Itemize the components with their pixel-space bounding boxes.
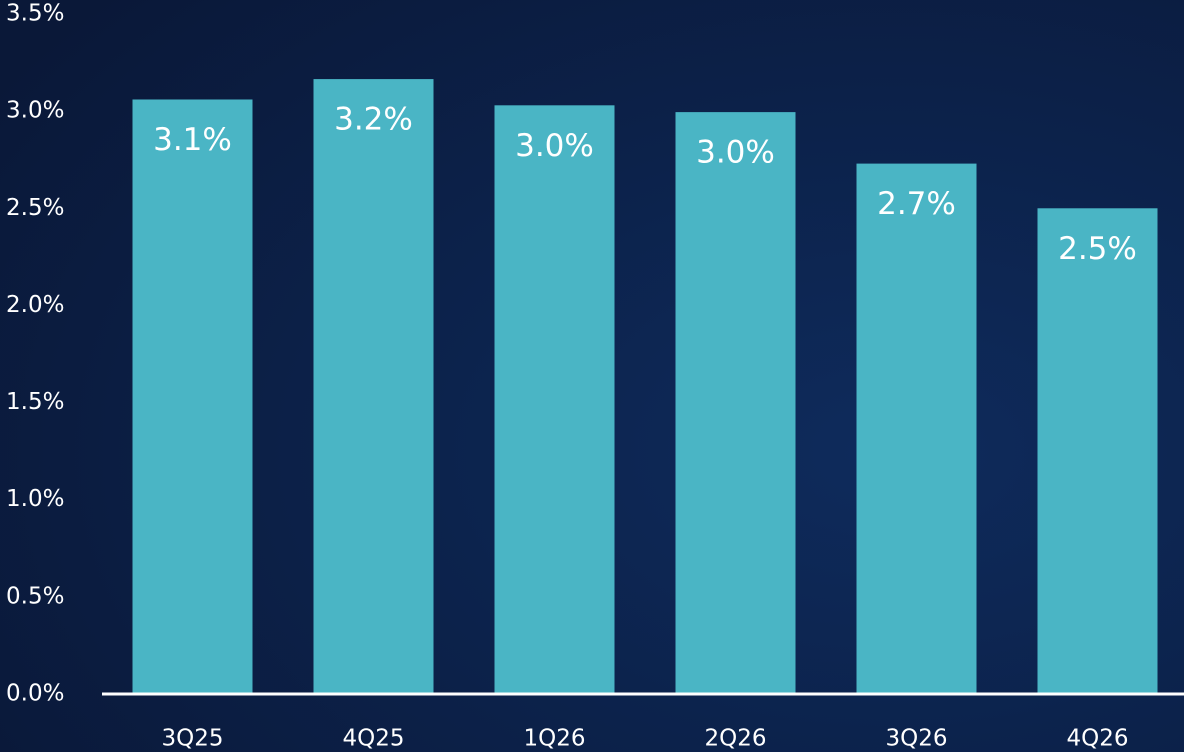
value-label: 3.0%: [515, 128, 594, 164]
bar: [494, 105, 615, 695]
y-tick-label: 0.5%: [6, 583, 64, 609]
bar: [1037, 208, 1158, 695]
x-tick-label: 4Q25: [342, 726, 404, 752]
value-label: 2.7%: [877, 186, 956, 222]
y-tick-label: 3.0%: [6, 98, 64, 124]
y-tick-label: 3.5%: [6, 1, 64, 27]
value-label: 3.1%: [153, 122, 232, 158]
value-label: 2.5%: [1058, 231, 1137, 267]
y-tick-label: 1.5%: [6, 389, 64, 415]
bar: [675, 112, 796, 695]
bar: [313, 79, 434, 695]
value-label: 3.0%: [696, 135, 775, 171]
bar: [132, 99, 253, 694]
x-tick-label: 3Q25: [161, 726, 223, 752]
x-tick-label: 2Q26: [704, 726, 766, 752]
x-tick-label: 3Q26: [885, 726, 947, 752]
y-tick-label: 2.0%: [6, 292, 64, 318]
y-tick-label: 1.0%: [6, 486, 64, 512]
x-tick-label: 4Q26: [1066, 726, 1128, 752]
bar: [856, 163, 977, 695]
y-tick-label: 0.0%: [6, 681, 64, 707]
y-tick-label: 2.5%: [6, 195, 64, 221]
x-tick-label: 1Q26: [523, 726, 585, 752]
value-label: 3.2%: [334, 102, 413, 138]
